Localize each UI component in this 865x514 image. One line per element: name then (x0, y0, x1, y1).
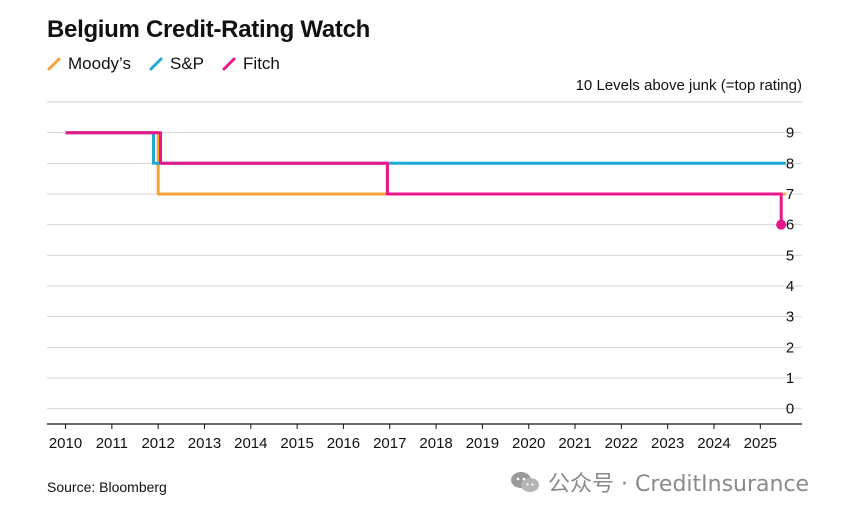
legend-label-sp: S&P (170, 54, 205, 73)
watermark: 公众号 · CreditInsurance (510, 466, 809, 498)
y-tick-label-6: 6 (786, 217, 794, 234)
x-tick-label-2022: 2022 (605, 435, 638, 452)
legend-swatch-fitch (222, 57, 236, 71)
x-tick-label-2017: 2017 (373, 435, 406, 452)
watermark-text: 公众号 · CreditInsurance (548, 472, 810, 497)
legend-label-fitch: Fitch (243, 54, 280, 73)
series-line-1 (65, 131, 786, 165)
y-tick-label-7: 7 (786, 186, 794, 203)
y-tick-label-1: 1 (786, 370, 794, 387)
series-line-2 (65, 131, 783, 225)
y-tick-label-8: 8 (786, 155, 794, 172)
x-tick-label-2010: 2010 (49, 435, 82, 452)
y-tick-label-4: 4 (786, 278, 794, 295)
x-tick-label-2025: 2025 (744, 435, 777, 452)
y-tick-label-5: 5 (786, 247, 794, 264)
x-tick-label-2021: 2021 (558, 435, 591, 452)
legend-swatch-moodys (47, 57, 61, 71)
x-tick-label-2014: 2014 (234, 435, 267, 452)
y-tick-label-2: 2 (786, 339, 794, 356)
legend-item-sp: S&P (149, 54, 204, 74)
legend-item-moodys: Moody’s (47, 54, 131, 74)
y-tick-label-9: 9 (786, 125, 794, 142)
x-tick-label-2023: 2023 (651, 435, 684, 452)
source-note: Source: Bloomberg (47, 479, 167, 495)
series-end-marker-2 (776, 219, 787, 230)
x-tick-label-2015: 2015 (280, 435, 313, 452)
x-tick-label-2012: 2012 (141, 435, 174, 452)
legend-label-moodys: Moody’s (68, 54, 131, 73)
x-tick-label-2018: 2018 (419, 435, 452, 452)
x-tick-label-2024: 2024 (697, 435, 730, 452)
y-tick-label-3: 3 (786, 309, 794, 326)
legend: Moody’s S&P Fitch (47, 54, 280, 74)
x-tick-label-2013: 2013 (188, 435, 221, 452)
chart-title: Belgium Credit-Rating Watch (47, 16, 371, 43)
y-axis-label: 10 Levels above junk (=top rating) (575, 77, 802, 94)
x-tick-label-2011: 2011 (96, 435, 128, 452)
y-tick-label-0: 0 (786, 401, 794, 418)
x-tick-label-2019: 2019 (466, 435, 499, 452)
x-tick-label-2016: 2016 (327, 435, 360, 452)
legend-swatch-sp (149, 57, 163, 71)
x-tick-label-2020: 2020 (512, 435, 545, 452)
wechat-icon (511, 472, 539, 492)
legend-item-fitch: Fitch (222, 54, 280, 74)
